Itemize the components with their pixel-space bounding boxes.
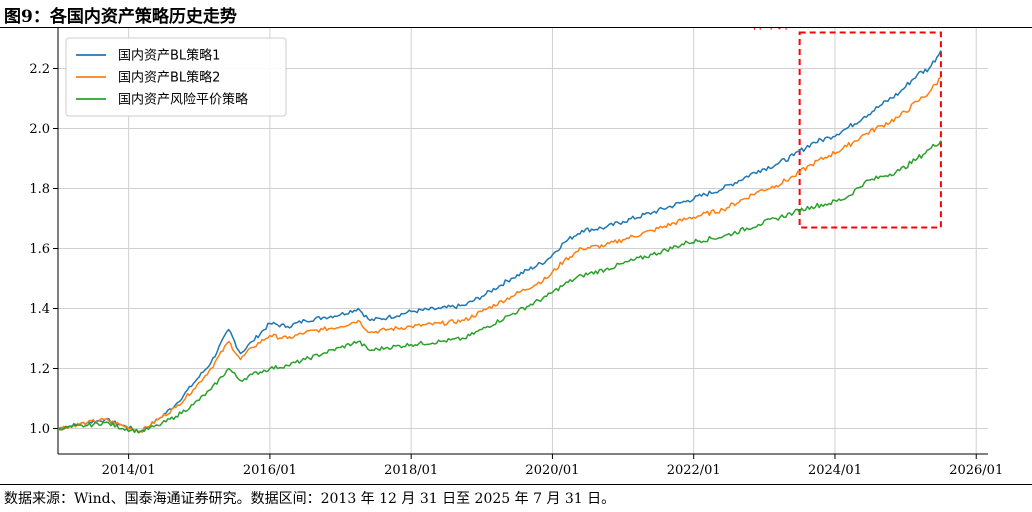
y-tick-label: 1.8 bbox=[29, 182, 50, 197]
legend-label: 国内资产BL策略1 bbox=[118, 48, 220, 64]
y-tick-label: 1.6 bbox=[29, 242, 50, 257]
series-line-1 bbox=[57, 50, 942, 433]
line-chart: 2014/01 2016/01 2018/01 2020/01 2022/01 2024/… bbox=[29, 28, 1003, 478]
x-tick-label: 2026/01 bbox=[949, 463, 1003, 478]
x-tick-label: 2016/01 bbox=[243, 463, 297, 478]
series-layer bbox=[57, 50, 942, 434]
out-of-sample-box bbox=[798, 31, 942, 229]
x-tick-label: 2022/01 bbox=[667, 463, 721, 478]
y-tick-label: 2.2 bbox=[29, 62, 50, 77]
axes-layer: 2014/01 2016/01 2018/01 2020/01 2022/01 2024/… bbox=[29, 28, 1003, 478]
y-tick-label: 1.0 bbox=[29, 422, 50, 437]
legend-box bbox=[65, 37, 287, 117]
y-tick-label: 1.2 bbox=[29, 362, 50, 377]
legend-label: 国内资产风险平价策略 bbox=[118, 92, 248, 108]
x-tick-label: 2018/01 bbox=[384, 463, 438, 478]
y-tick-label: 1.4 bbox=[29, 302, 50, 317]
series-line-3 bbox=[57, 140, 942, 434]
figure-title: 图9：各国内资产策略历史走势 bbox=[4, 7, 237, 27]
legend-label: 国内资产BL策略2 bbox=[118, 70, 220, 86]
out-of-sample-label: 样本外 bbox=[752, 28, 791, 33]
series-line-2 bbox=[57, 76, 942, 433]
x-tick-label: 2014/01 bbox=[102, 463, 156, 478]
y-tick-label: 2.0 bbox=[29, 122, 50, 137]
x-tick-label: 2024/01 bbox=[808, 463, 862, 478]
annotation-layer: 样本外 bbox=[752, 28, 942, 229]
source-note: 数据来源：Wind、国泰海通证券研究。数据区间：2013 年 12 月 31 日… bbox=[4, 491, 616, 507]
title-divider bbox=[0, 27, 1032, 28]
legend: 国内资产BL策略1 国内资产BL策略2 国内资产风险平价策略 bbox=[65, 37, 287, 117]
x-tick-label: 2020/01 bbox=[525, 463, 579, 478]
footer-divider bbox=[0, 484, 1032, 485]
